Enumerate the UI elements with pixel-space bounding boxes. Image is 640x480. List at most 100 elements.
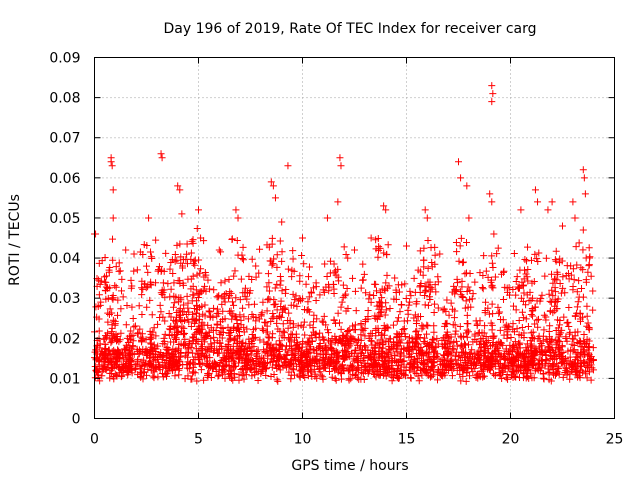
data-point xyxy=(193,377,201,385)
data-point xyxy=(231,267,239,275)
data-point xyxy=(580,330,588,338)
data-point xyxy=(269,330,277,338)
data-point xyxy=(282,285,290,293)
data-point xyxy=(495,309,503,317)
data-point xyxy=(541,272,549,280)
data-point xyxy=(463,288,471,296)
data-point xyxy=(394,374,402,382)
data-point xyxy=(264,270,272,278)
data-point xyxy=(535,249,543,257)
data-point xyxy=(559,222,566,230)
data-point xyxy=(510,250,518,258)
data-point xyxy=(447,299,455,307)
data-point xyxy=(161,317,169,325)
data-point xyxy=(332,319,340,327)
data-point xyxy=(500,331,508,339)
data-point xyxy=(118,275,126,283)
data-point xyxy=(563,337,571,345)
data-point xyxy=(431,251,439,259)
data-point xyxy=(476,317,484,325)
data-point xyxy=(582,367,590,375)
data-point xyxy=(320,336,328,344)
data-point xyxy=(349,274,357,282)
data-point xyxy=(579,266,587,274)
data-point xyxy=(252,262,260,270)
data-point xyxy=(131,365,139,373)
data-point xyxy=(452,327,460,335)
data-point xyxy=(512,291,520,299)
data-point xyxy=(563,319,571,327)
data-point xyxy=(362,289,370,297)
data-point xyxy=(549,354,557,362)
data-point xyxy=(233,237,241,245)
data-point xyxy=(299,234,306,242)
data-point xyxy=(165,309,173,317)
data-point xyxy=(522,270,530,278)
data-point xyxy=(434,273,442,281)
data-point xyxy=(540,375,548,383)
data-point xyxy=(338,298,346,306)
data-point xyxy=(358,325,366,333)
data-point xyxy=(357,284,365,292)
data-point xyxy=(210,333,218,341)
data-point xyxy=(451,330,459,338)
data-point xyxy=(226,307,234,315)
data-point xyxy=(512,277,520,285)
data-point xyxy=(342,251,350,259)
data-point xyxy=(257,312,265,320)
data-point xyxy=(410,314,418,322)
data-point xyxy=(258,309,266,317)
data-point xyxy=(452,239,460,247)
data-point xyxy=(117,329,125,337)
data-point xyxy=(401,280,409,288)
data-point xyxy=(488,300,496,308)
data-point xyxy=(357,320,365,328)
data-point xyxy=(556,280,564,288)
data-point xyxy=(375,305,383,313)
data-point xyxy=(189,310,197,318)
data-point xyxy=(317,371,325,379)
data-point xyxy=(513,273,521,281)
data-point xyxy=(173,256,181,264)
data-point xyxy=(312,297,320,305)
data-point xyxy=(217,248,225,256)
data-point xyxy=(503,334,511,342)
data-point xyxy=(412,300,420,308)
data-point xyxy=(312,283,320,291)
data-point xyxy=(337,162,345,170)
data-point xyxy=(132,361,140,369)
y-tick-label: 0.01 xyxy=(49,371,80,387)
data-point xyxy=(349,322,357,330)
data-point xyxy=(217,279,225,287)
data-point xyxy=(189,236,197,244)
data-point xyxy=(419,323,427,331)
data-point xyxy=(259,326,267,334)
data-point xyxy=(191,261,199,269)
data-point xyxy=(157,150,165,158)
data-point xyxy=(494,303,502,311)
data-point xyxy=(518,323,526,331)
data-point xyxy=(524,243,532,251)
data-point xyxy=(464,283,472,291)
data-point xyxy=(488,82,496,90)
y-tick-label: 0.03 xyxy=(49,291,80,307)
data-point xyxy=(190,305,198,313)
data-point xyxy=(180,301,188,309)
data-point xyxy=(459,258,467,266)
data-point xyxy=(164,280,172,288)
data-point xyxy=(582,340,590,348)
data-points xyxy=(91,82,597,385)
data-point xyxy=(189,363,197,371)
data-point xyxy=(527,329,535,337)
data-point xyxy=(142,336,150,344)
data-point xyxy=(147,340,155,348)
data-point xyxy=(575,293,583,301)
data-point xyxy=(244,315,252,323)
data-point xyxy=(335,319,343,327)
data-point xyxy=(320,288,328,296)
data-point xyxy=(255,315,263,323)
data-point xyxy=(147,253,155,261)
data-point xyxy=(144,268,152,276)
data-point xyxy=(256,245,264,253)
data-point xyxy=(463,333,471,341)
